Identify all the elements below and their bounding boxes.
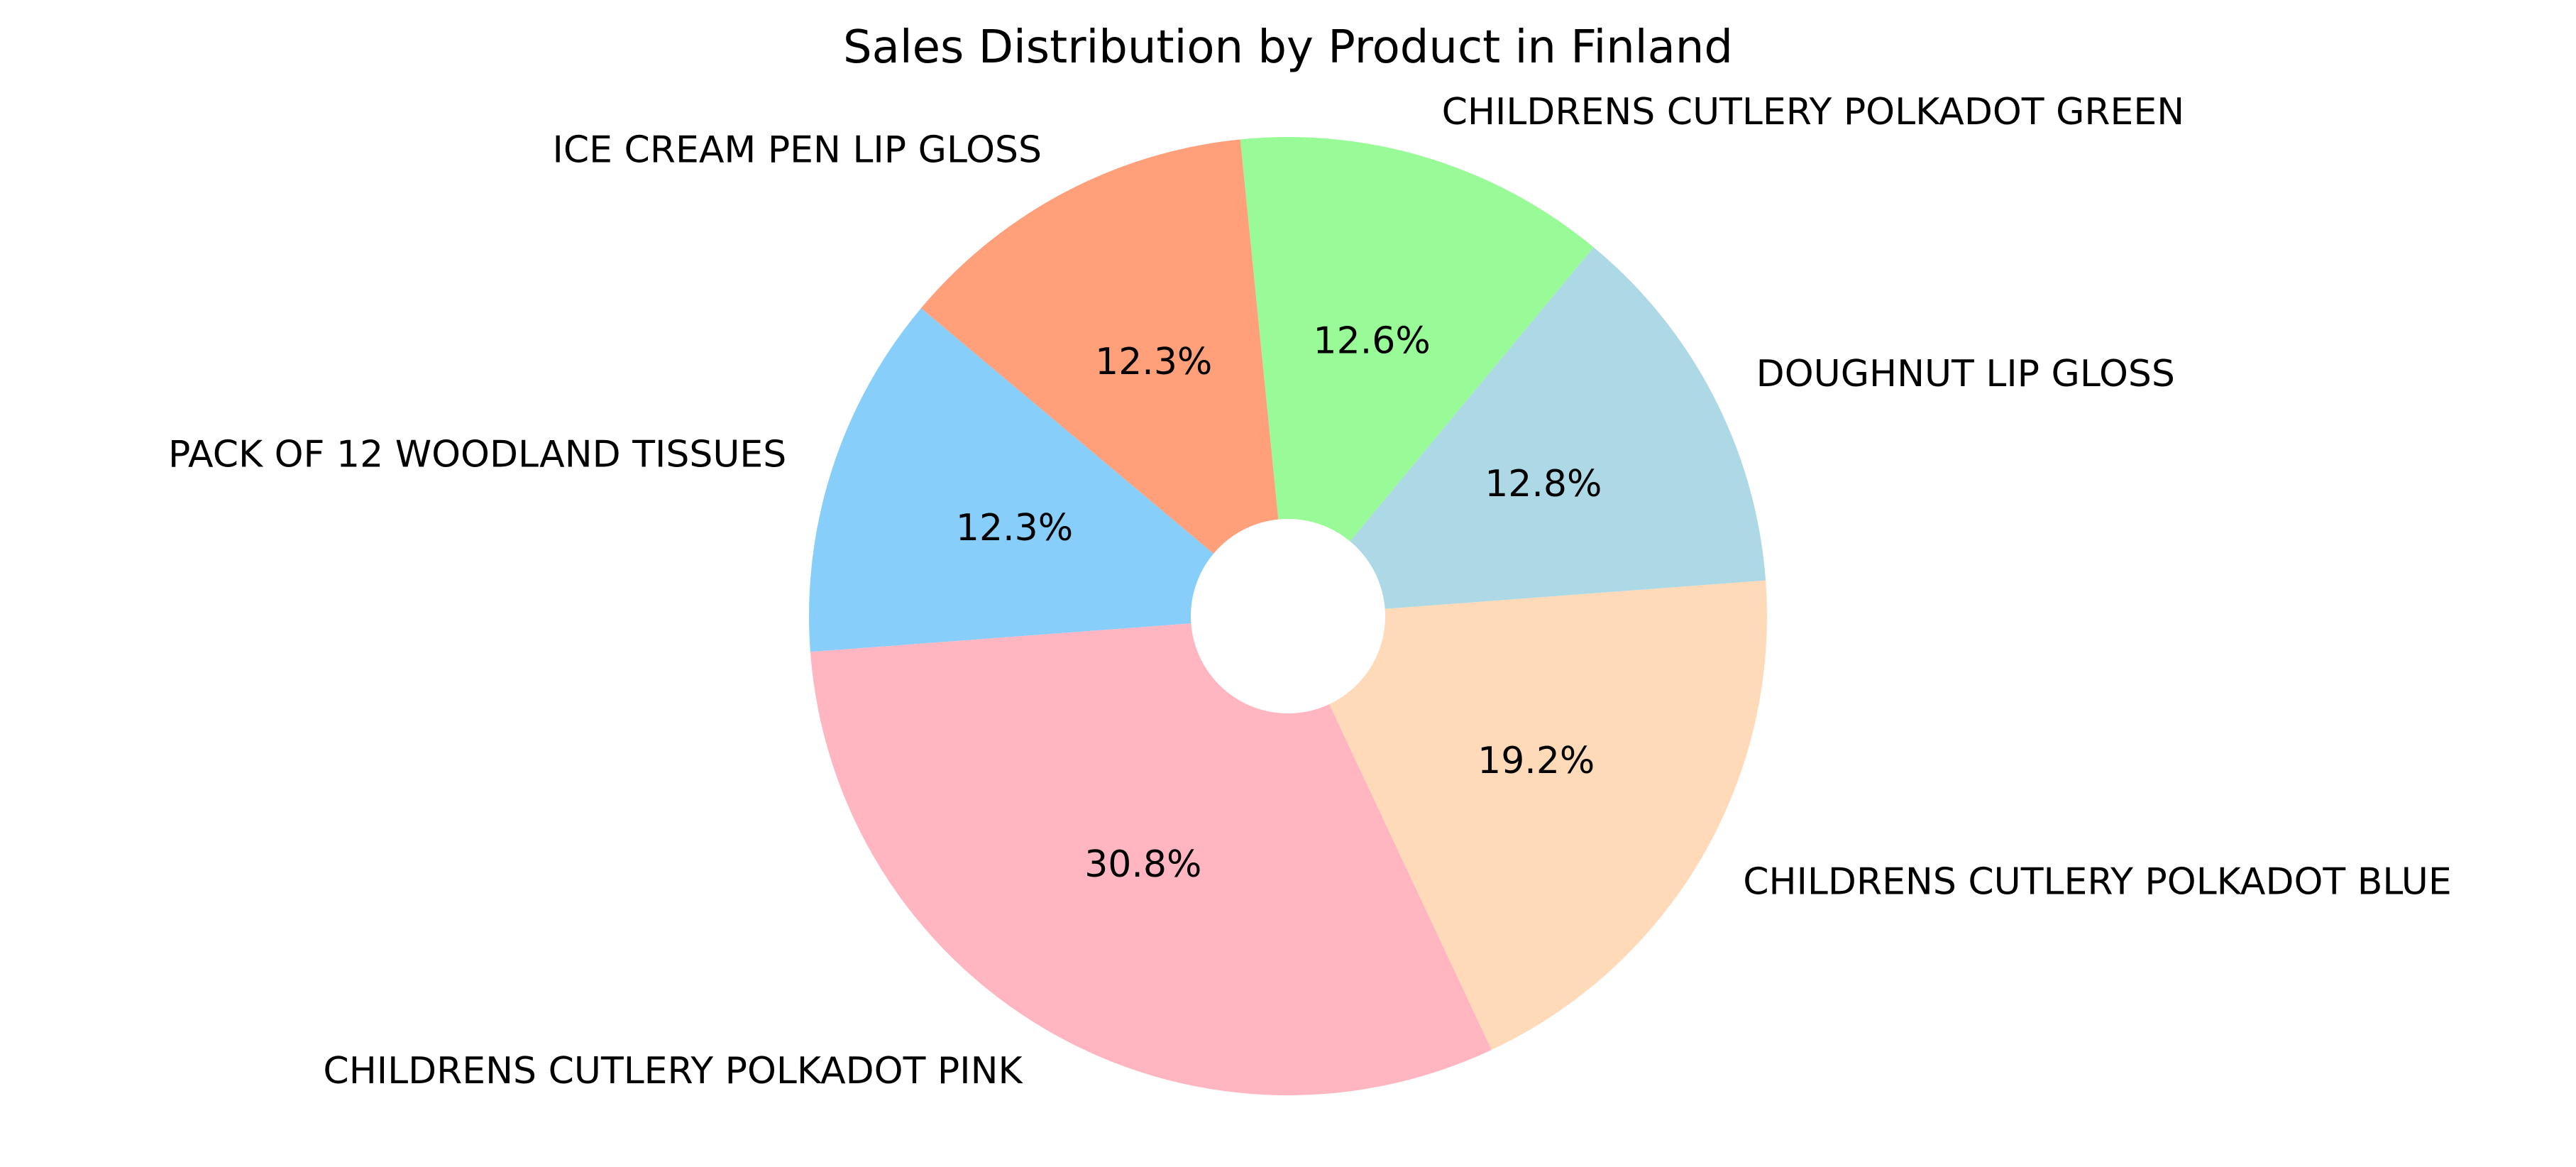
- slices-layer: [808, 136, 1768, 1096]
- donut-hole: [1191, 519, 1385, 713]
- pie-slice: [808, 308, 1288, 652]
- pie-slice: [810, 616, 1492, 1096]
- slice-label: DOUGHNUT LIP GLOSS: [1756, 353, 2175, 395]
- pie-slice: [1240, 136, 1594, 617]
- slice-label: ICE CREAM PEN LIP GLOSS: [553, 129, 1042, 172]
- slice-label: CHILDRENS CUTLERY POLKADOT GREEN: [1442, 91, 2185, 133]
- slice-label: PACK OF 12 WOODLAND TISSUES: [168, 433, 786, 476]
- slice-label: CHILDRENS CUTLERY POLKADOT BLUE: [1743, 860, 2452, 903]
- slice-percent-label: 12.8%: [1485, 463, 1602, 505]
- slice-percent-label: 12.3%: [1095, 341, 1212, 383]
- slice-label: CHILDRENS CUTLERY POLKADOT PINK: [323, 1050, 1023, 1092]
- slice-percent-label: 12.6%: [1314, 320, 1431, 363]
- chart-title: Sales Distribution by Product in Finland: [843, 21, 1733, 74]
- slice-percent-label: 12.3%: [956, 507, 1073, 549]
- labels-layer: PACK OF 12 WOODLAND TISSUES 12.3% CHILDREN…: [168, 91, 2452, 1092]
- slice-percent-label: 19.2%: [1477, 740, 1595, 782]
- pie-slice: [1288, 580, 1768, 1050]
- slice-percent-label: 30.8%: [1084, 843, 1201, 886]
- pie-slice: [920, 139, 1288, 617]
- pie-slice: [1288, 247, 1766, 616]
